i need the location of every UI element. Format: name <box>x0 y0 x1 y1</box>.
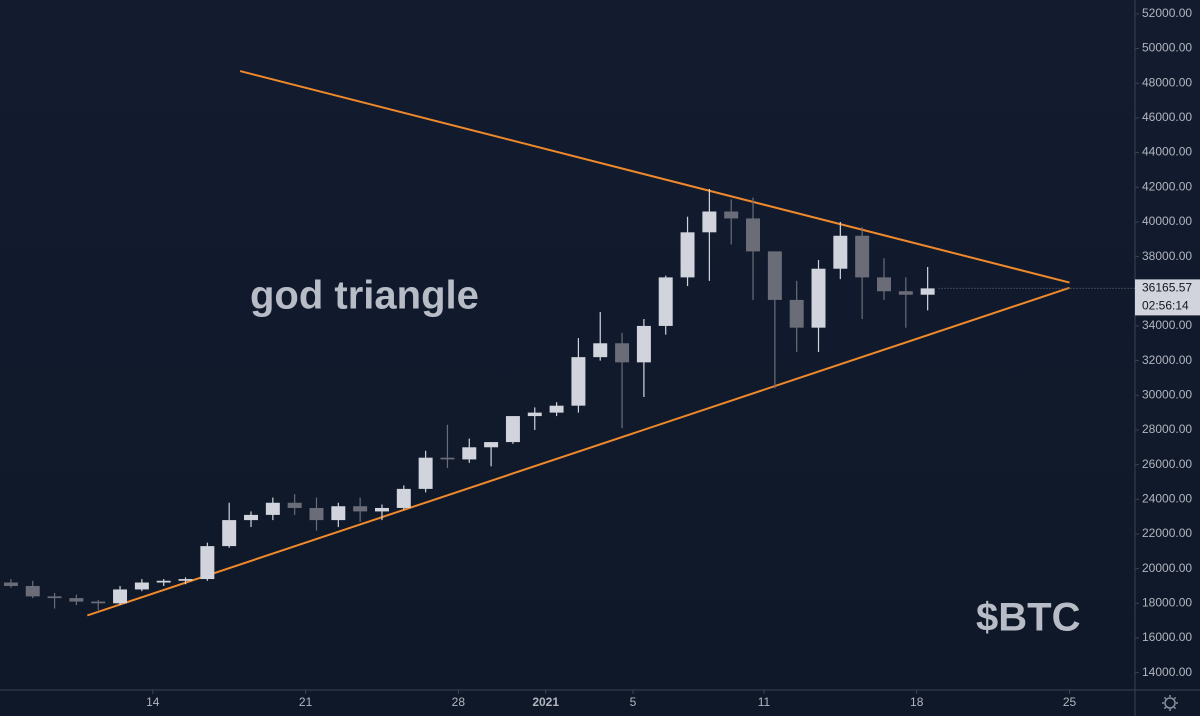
countdown-label: 02:56:14 <box>1142 299 1189 313</box>
annotation: god triangle <box>250 274 479 318</box>
candle-body <box>418 457 433 489</box>
x-tick-label: 14 <box>146 695 160 709</box>
y-tick-label: 18000.00 <box>1142 595 1192 609</box>
y-tick-label: 40000.00 <box>1142 214 1192 228</box>
y-tick-label: 42000.00 <box>1142 179 1192 193</box>
x-tick-label: 25 <box>1063 695 1077 709</box>
candle-body <box>134 582 149 590</box>
candle-body <box>505 416 520 443</box>
candle-body <box>549 405 564 413</box>
candle-body <box>811 268 826 328</box>
candle-body <box>3 582 18 586</box>
y-tick-label: 26000.00 <box>1142 457 1192 471</box>
x-tick-label: 11 <box>758 695 771 709</box>
y-tick-label: 48000.00 <box>1142 75 1192 89</box>
candle-body <box>767 251 782 300</box>
candle-body <box>25 585 40 597</box>
y-tick-label: 32000.00 <box>1142 353 1192 367</box>
candle-body <box>178 579 193 581</box>
candle-body <box>702 211 717 233</box>
candle-body <box>69 598 84 602</box>
settings-icon-ring <box>1164 697 1176 709</box>
y-tick-label: 44000.00 <box>1142 145 1192 159</box>
settings-icon-teeth <box>1162 695 1178 711</box>
candle-body <box>920 288 935 295</box>
candle-body <box>200 546 215 580</box>
trendline <box>239 70 1070 284</box>
candle-body <box>265 502 280 515</box>
candle-body <box>855 235 870 278</box>
candle-body <box>877 277 891 292</box>
candle-body <box>309 507 324 521</box>
candle-body <box>156 580 171 583</box>
last-price-label: 36165.57 <box>1142 281 1192 295</box>
y-tick-label: 22000.00 <box>1142 526 1192 540</box>
candle-body <box>440 457 455 460</box>
candle-body <box>898 291 913 295</box>
candle-body <box>593 343 608 358</box>
candle-body <box>724 211 739 219</box>
x-tick-label: 18 <box>910 695 924 709</box>
y-tick-label: 28000.00 <box>1142 422 1192 436</box>
candle-body <box>91 601 106 604</box>
candle-body <box>331 506 346 521</box>
y-tick-label: 46000.00 <box>1142 110 1192 124</box>
candle-body <box>746 218 761 252</box>
watermark: $BTC <box>976 596 1080 640</box>
x-tick-label: 2021 <box>532 695 559 709</box>
candle-body <box>527 412 542 417</box>
candle-body <box>353 506 368 512</box>
candle-body <box>636 325 651 363</box>
y-tick-label: 34000.00 <box>1142 318 1192 332</box>
y-tick-label: 52000.00 <box>1142 6 1192 20</box>
candle-body <box>789 299 804 328</box>
candle-body <box>113 589 128 604</box>
candle-body <box>680 232 695 278</box>
y-tick-label: 20000.00 <box>1142 561 1192 575</box>
y-tick-label: 14000.00 <box>1142 665 1192 679</box>
candle-body <box>287 502 302 508</box>
y-tick-label: 24000.00 <box>1142 491 1192 505</box>
candle-body <box>615 343 630 363</box>
y-tick-label: 30000.00 <box>1142 387 1192 401</box>
x-tick-label: 28 <box>452 695 466 709</box>
candle-body <box>462 447 477 460</box>
candle-body <box>244 514 258 521</box>
y-tick-label: 38000.00 <box>1142 249 1192 263</box>
x-tick-label: 21 <box>299 695 313 709</box>
candle-body <box>222 520 237 547</box>
candle-body <box>484 442 499 448</box>
candle-body <box>396 488 411 508</box>
candle-body <box>658 277 673 326</box>
candle-body <box>47 596 62 599</box>
last-price-tag <box>1135 279 1200 316</box>
settings-icon[interactable] <box>1162 695 1178 711</box>
y-tick-label: 50000.00 <box>1142 41 1192 55</box>
candle-body <box>571 357 586 406</box>
x-tick-label: 5 <box>630 695 637 709</box>
trendline <box>86 286 1070 617</box>
y-tick-label: 16000.00 <box>1142 630 1192 644</box>
candle-body <box>833 235 848 269</box>
candle-body <box>374 507 389 512</box>
